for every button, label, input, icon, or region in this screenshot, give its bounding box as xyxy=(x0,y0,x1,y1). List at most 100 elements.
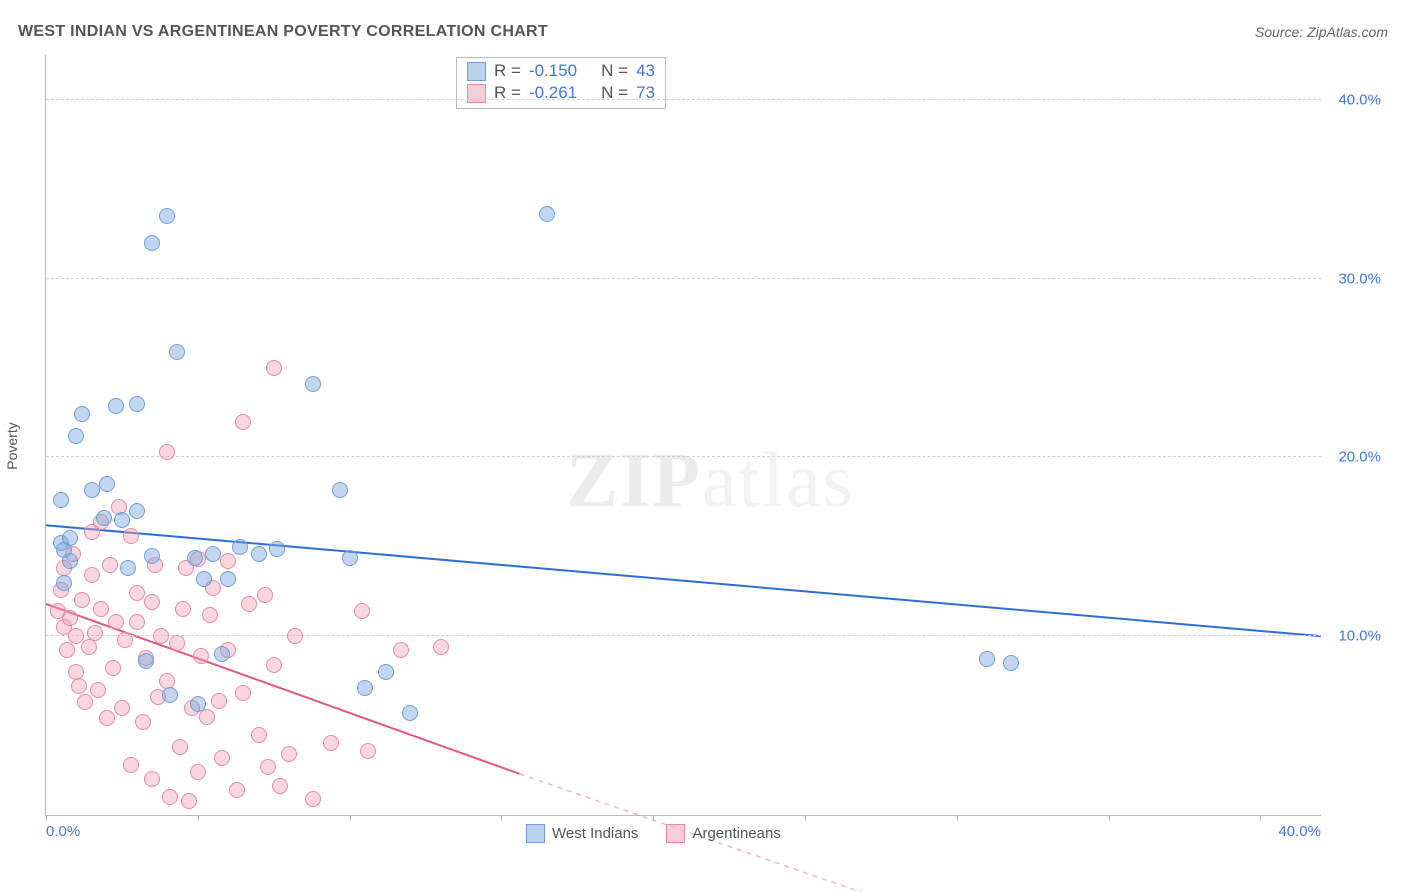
data-point xyxy=(123,757,139,773)
data-point xyxy=(169,344,185,360)
data-point xyxy=(159,444,175,460)
data-point xyxy=(117,632,133,648)
data-point xyxy=(59,642,75,658)
data-point xyxy=(220,571,236,587)
x-tick xyxy=(805,815,806,821)
x-tick xyxy=(653,815,654,821)
legend-label-a: West Indians xyxy=(552,825,638,842)
data-point xyxy=(305,376,321,392)
legend-item-b: Argentineans xyxy=(666,824,780,843)
legend-label-b: Argentineans xyxy=(692,825,780,842)
data-point xyxy=(229,782,245,798)
data-point xyxy=(135,714,151,730)
data-point xyxy=(235,414,251,430)
gridline xyxy=(46,99,1321,100)
chart-source: Source: ZipAtlas.com xyxy=(1255,24,1388,40)
data-point xyxy=(332,482,348,498)
data-point xyxy=(144,548,160,564)
data-point xyxy=(402,705,418,721)
data-point xyxy=(169,635,185,651)
data-point xyxy=(305,791,321,807)
data-point xyxy=(68,428,84,444)
x-tick xyxy=(957,815,958,821)
y-axis-title: Poverty xyxy=(4,422,20,469)
stat-n-a: 43 xyxy=(636,61,655,81)
legend-item-a: West Indians xyxy=(526,824,638,843)
data-point xyxy=(74,592,90,608)
stat-label-r: R = xyxy=(494,61,521,81)
data-point xyxy=(266,657,282,673)
data-point xyxy=(393,642,409,658)
stats-row-b: R = -0.261 N = 73 xyxy=(467,82,655,104)
data-point xyxy=(539,206,555,222)
data-point xyxy=(138,653,154,669)
stat-label-r: R = xyxy=(494,83,521,103)
data-point xyxy=(144,235,160,251)
data-point xyxy=(114,700,130,716)
data-point xyxy=(433,639,449,655)
legend-swatch-pink-icon xyxy=(666,824,685,843)
watermark-atlas: atlas xyxy=(702,436,855,523)
data-point xyxy=(162,789,178,805)
data-point xyxy=(62,553,78,569)
data-point xyxy=(114,512,130,528)
y-tick-label: 40.0% xyxy=(1338,91,1381,108)
stat-r-a: -0.150 xyxy=(529,61,577,81)
x-tick xyxy=(198,815,199,821)
stat-r-b: -0.261 xyxy=(529,83,577,103)
data-point xyxy=(251,546,267,562)
x-tick xyxy=(501,815,502,821)
data-point xyxy=(190,696,206,712)
data-point xyxy=(354,603,370,619)
x-tick xyxy=(350,815,351,821)
chart-header: WEST INDIAN VS ARGENTINEAN POVERTY CORRE… xyxy=(18,18,1388,46)
data-point xyxy=(205,546,221,562)
stats-row-a: R = -0.150 N = 43 xyxy=(467,60,655,82)
data-point xyxy=(153,628,169,644)
data-point xyxy=(266,360,282,376)
data-point xyxy=(193,648,209,664)
data-point xyxy=(56,575,72,591)
data-point xyxy=(214,646,230,662)
trend-lines xyxy=(46,55,1321,815)
y-tick-label: 10.0% xyxy=(1338,628,1381,645)
data-point xyxy=(129,396,145,412)
data-point xyxy=(196,571,212,587)
watermark-zip: ZIP xyxy=(566,436,702,523)
x-tick-label: 0.0% xyxy=(46,823,80,840)
stats-legend: R = -0.150 N = 43 R = -0.261 N = 73 xyxy=(456,57,666,109)
data-point xyxy=(220,553,236,569)
data-point xyxy=(281,746,297,762)
data-point xyxy=(129,614,145,630)
data-point xyxy=(378,664,394,680)
data-point xyxy=(1003,655,1019,671)
gridline xyxy=(46,456,1321,457)
watermark: ZIPatlas xyxy=(566,435,855,525)
data-point xyxy=(172,739,188,755)
x-tick xyxy=(1260,815,1261,821)
x-tick xyxy=(46,815,47,821)
data-point xyxy=(979,651,995,667)
data-point xyxy=(90,682,106,698)
scatter-chart: ZIPatlas R = -0.150 N = 43 R = -0.261 N … xyxy=(45,55,1321,816)
data-point xyxy=(175,601,191,617)
data-point xyxy=(211,693,227,709)
data-point xyxy=(214,750,230,766)
data-point xyxy=(159,208,175,224)
data-point xyxy=(93,601,109,617)
x-tick xyxy=(1109,815,1110,821)
data-point xyxy=(202,607,218,623)
data-point xyxy=(129,503,145,519)
data-point xyxy=(162,687,178,703)
gridline xyxy=(46,635,1321,636)
data-point xyxy=(74,406,90,422)
data-point xyxy=(187,550,203,566)
data-point xyxy=(99,476,115,492)
data-point xyxy=(77,694,93,710)
stat-n-b: 73 xyxy=(636,83,655,103)
data-point xyxy=(108,614,124,630)
data-point xyxy=(232,539,248,555)
data-point xyxy=(235,685,251,701)
data-point xyxy=(260,759,276,775)
data-point xyxy=(251,727,267,743)
